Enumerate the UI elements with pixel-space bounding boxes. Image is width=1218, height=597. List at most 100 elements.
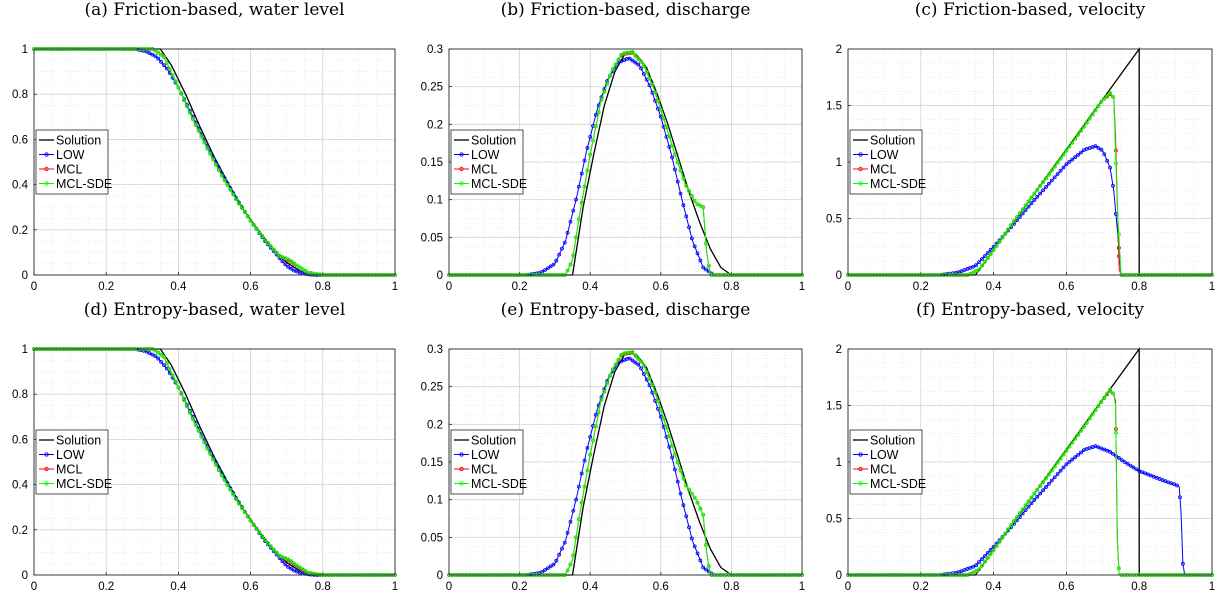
series-low-point xyxy=(1049,178,1054,183)
series-mcl-sde-point xyxy=(234,197,239,202)
series-mcl-sde-point xyxy=(678,168,683,173)
series-mcl-sde-point xyxy=(605,81,610,86)
series-low-point xyxy=(689,236,694,241)
x-tick-label: 0.6 xyxy=(243,281,259,293)
series-mcl-sde-point xyxy=(994,244,999,248)
legend-marker-mcl-sde xyxy=(858,481,863,486)
series-mcl-sde-point xyxy=(222,178,227,183)
series-mcl-sde-point xyxy=(977,567,981,572)
legend-marker-low xyxy=(459,152,464,157)
series-mcl-sde-point xyxy=(289,558,293,563)
series-mcl-sde-point xyxy=(602,389,607,394)
series-low-point xyxy=(636,62,641,67)
series-mcl-sde-point xyxy=(164,61,169,65)
series-mcl-sde-point xyxy=(193,123,198,127)
series-low-point xyxy=(571,208,576,213)
series-low-point xyxy=(980,557,984,561)
series-low-point xyxy=(1099,147,1104,152)
series-low-point xyxy=(684,214,689,219)
y-tick-label: 0 xyxy=(836,570,842,582)
series-low-point xyxy=(147,51,152,56)
series-low-point xyxy=(585,446,590,450)
series-mcl-sde-point xyxy=(1096,404,1101,408)
series-mcl-sde-point xyxy=(616,57,621,62)
series-mcl-sde-point xyxy=(678,468,683,473)
series-mcl-sde-point xyxy=(1049,168,1054,173)
series-mcl-sde-point xyxy=(1114,430,1118,435)
series-mcl-sde-point xyxy=(667,434,672,439)
series-low-point xyxy=(667,445,672,449)
series-low-point xyxy=(675,179,680,184)
series-mcl-sde-point xyxy=(630,350,635,354)
series-low-point xyxy=(543,568,547,572)
series-mcl-sde-point xyxy=(214,162,218,167)
series-low-point xyxy=(684,514,689,519)
panel-3: (d) Entropy-based, water level 0 0.2 0.4 0.6… xyxy=(12,300,398,593)
series-low-point xyxy=(1108,165,1112,170)
series-mcl-sde-point xyxy=(991,548,996,553)
y-tick-label: 1 xyxy=(22,344,28,356)
legend-marker-mcl-sde xyxy=(858,181,863,186)
series-mcl-sde-point xyxy=(188,410,192,415)
series-mcl-sde-point xyxy=(667,134,672,139)
series-mcl-sde-point xyxy=(231,492,236,497)
series-mcl-sde-point xyxy=(202,440,207,445)
series-mcl-sde-point xyxy=(605,381,610,386)
series-low-point xyxy=(1122,460,1127,464)
y-tick-label: 0 xyxy=(437,570,443,582)
series-mcl-sde-point xyxy=(237,501,241,506)
series-mcl-sde-point xyxy=(245,514,250,519)
legend-marker-mcl xyxy=(44,466,49,472)
series-mcl-sde-point xyxy=(639,359,643,364)
x-tick-label: 1 xyxy=(392,581,398,593)
series-mcl-sde-point xyxy=(1067,144,1072,149)
series-low-point xyxy=(280,559,285,564)
series-low-point xyxy=(1134,467,1139,472)
series-mcl-sde-point xyxy=(568,562,573,567)
series-low-point xyxy=(551,262,556,267)
series-low-point xyxy=(1067,460,1072,464)
series-mcl-sde-point xyxy=(251,222,256,227)
series-low-point xyxy=(627,356,632,361)
legend-marker-mcl-sde xyxy=(44,181,49,186)
series-low-point xyxy=(162,63,166,68)
series-mcl-sde-point xyxy=(1012,219,1016,224)
series-mcl-sde-point xyxy=(653,390,658,395)
legend-label: LOW xyxy=(56,448,85,462)
series-mcl-sde-point xyxy=(199,434,204,439)
series-solution-line xyxy=(449,52,802,276)
series-mcl-sde-point xyxy=(1023,503,1028,508)
series-mcl-sde-point xyxy=(1038,184,1043,188)
series-mcl-sde-point xyxy=(266,241,270,246)
series-low-point xyxy=(1061,165,1066,170)
series-mcl-sde-point xyxy=(1032,491,1037,496)
series-mcl-sde-point xyxy=(571,253,576,258)
y-tick-label: 0 xyxy=(22,570,28,582)
series-low-point xyxy=(1079,450,1083,455)
series-low-point xyxy=(1096,146,1101,150)
series-low-point xyxy=(627,56,632,61)
series-mcl-sde-point xyxy=(1012,519,1016,524)
series-low-point xyxy=(554,558,559,563)
series-mcl-sde-point xyxy=(579,500,584,505)
series-low-point xyxy=(687,225,691,230)
series-mcl-sde-point xyxy=(1076,432,1080,437)
series-mcl-sde-point xyxy=(653,90,658,95)
series-mcl-sde-point xyxy=(303,569,308,573)
series-low-point xyxy=(554,258,559,263)
series-low-point xyxy=(1180,561,1185,566)
series-mcl-sde-point xyxy=(254,526,259,531)
series-mcl-sde-point xyxy=(1079,128,1083,133)
series-low-point xyxy=(1131,465,1136,470)
series-low-point xyxy=(692,544,697,549)
series-low-point xyxy=(675,479,680,484)
series-mcl-sde-point xyxy=(1020,207,1025,212)
legend-marker-mcl-sde xyxy=(44,481,49,486)
series-low-point xyxy=(974,263,979,268)
series-low-point xyxy=(548,564,553,569)
series-mcl-sde-point xyxy=(164,361,169,365)
series-mcl-sde-point xyxy=(1067,444,1072,449)
series-low-point xyxy=(150,352,155,357)
series-mcl-sde-line xyxy=(34,348,395,576)
